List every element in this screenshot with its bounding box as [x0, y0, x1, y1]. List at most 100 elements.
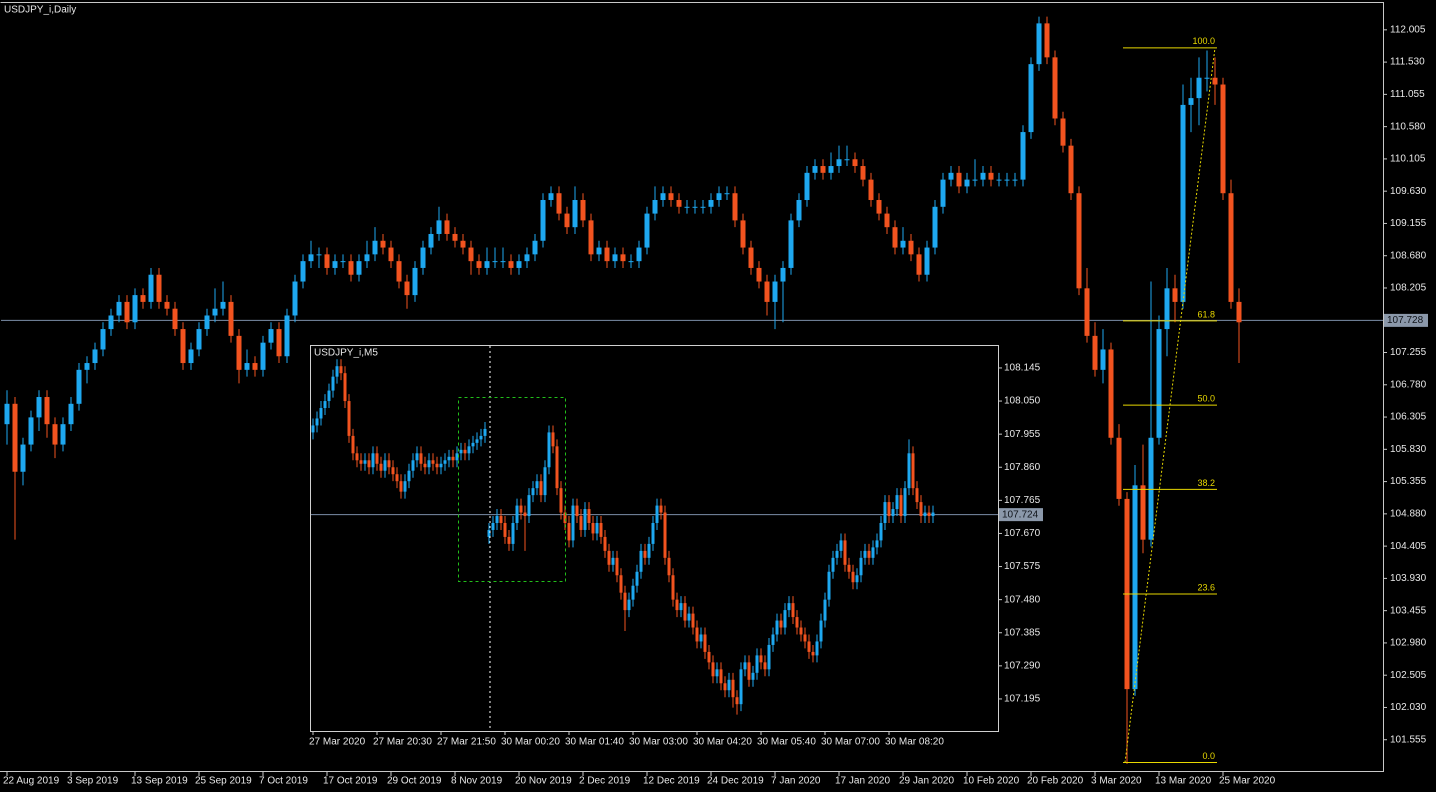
candle-body [755, 655, 759, 673]
candle-body [540, 200, 546, 241]
x-tick-label: 27 Mar 20:30 [373, 737, 432, 748]
candle-body [932, 206, 938, 248]
candle-body [543, 467, 547, 496]
candle-body [459, 449, 463, 454]
candle-body [523, 512, 527, 517]
candle-body [623, 592, 627, 611]
candle-body [604, 247, 610, 262]
candle-body [879, 522, 883, 541]
candle-body [367, 460, 371, 468]
x-tick-label: 3 Mar 2020 [1091, 776, 1142, 787]
candle-body [627, 599, 631, 611]
candle-body [427, 460, 431, 468]
candle-body [148, 274, 154, 302]
candle-body [772, 281, 778, 302]
candle-body [76, 369, 82, 404]
candle-body [1052, 57, 1058, 119]
fibonacci-trend [1124, 47, 1216, 763]
candle-body [643, 550, 647, 558]
candle-body [475, 439, 479, 443]
candle-body [687, 613, 691, 621]
candle-body [787, 603, 791, 611]
candle-body [876, 200, 882, 214]
candle-body [4, 403, 10, 425]
candle-body [739, 669, 743, 705]
candle-body [364, 254, 370, 262]
candle-body [615, 557, 619, 576]
candle-body [395, 474, 399, 482]
y-tick-label: 107.955 [1004, 429, 1041, 440]
candle-body [399, 481, 403, 492]
candle-body [268, 329, 274, 343]
candle-body [1156, 329, 1162, 438]
range-box [458, 397, 566, 582]
candle-body [196, 329, 202, 350]
candle-body [308, 254, 314, 262]
fibonacci-label: 0.0 [1202, 751, 1215, 761]
candle-body [795, 617, 799, 628]
y-tick-label: 104.880 [1390, 508, 1427, 519]
candle-body [815, 641, 819, 656]
candle-body [611, 557, 615, 565]
candle-body [892, 227, 898, 248]
candle-body [563, 512, 567, 523]
candle-body [899, 495, 903, 517]
candle-body [444, 220, 450, 234]
candle-body [1060, 118, 1066, 146]
candle-body [599, 522, 603, 537]
candle-body [652, 200, 658, 214]
candle-body [44, 397, 50, 425]
candle-body [567, 522, 571, 541]
candle-body [1140, 485, 1146, 540]
y-tick-label: 109.630 [1390, 186, 1427, 197]
candle-body [591, 522, 595, 534]
candle-body [708, 200, 714, 207]
candle-body [28, 417, 34, 445]
candle-body [575, 505, 579, 517]
candle-body [508, 261, 514, 268]
candle-body [516, 261, 522, 268]
candle-body [839, 540, 843, 551]
candle-body [719, 669, 723, 684]
candle-body [580, 200, 586, 221]
candle-body [852, 159, 858, 167]
candle-body [867, 550, 871, 558]
candle-body [663, 512, 667, 558]
y-tick-label: 108.205 [1390, 283, 1427, 294]
candle-body [476, 261, 482, 268]
fibonacci-label: 61.8 [1197, 309, 1215, 319]
candle-body [660, 193, 666, 201]
chart-title: USDJPY_i,Daily [4, 5, 76, 16]
candle-body [348, 261, 354, 275]
candle-body [479, 435, 483, 440]
candle-body [1084, 288, 1090, 336]
candle-body [668, 193, 674, 201]
y-tick-label: 107.575 [1004, 561, 1041, 572]
candle-body [428, 233, 434, 248]
candle-body [380, 240, 386, 248]
y-tick-label: 108.145 [1004, 363, 1041, 374]
candle-body [483, 428, 487, 436]
candle-body [871, 547, 875, 558]
candle-body [783, 610, 787, 628]
candle-body [551, 432, 555, 447]
candle-body [1092, 335, 1098, 370]
candle-body [1204, 77, 1210, 79]
candle-body [391, 467, 395, 475]
candle-body [343, 373, 347, 402]
candle-body [156, 274, 162, 302]
candle-body [692, 206, 698, 208]
y-tick-label: 104.405 [1390, 541, 1427, 552]
candle-body [423, 463, 427, 468]
candle-body [927, 512, 931, 517]
fibonacci-label: 50.0 [1197, 394, 1215, 404]
candle-body [775, 620, 779, 635]
candle-body [403, 481, 407, 492]
x-tick-label: 29 Jan 2020 [899, 776, 954, 787]
candle-body [596, 247, 602, 255]
candle-body [915, 488, 919, 503]
candle-body [36, 397, 42, 418]
candle-body [747, 662, 751, 680]
candle-body [619, 575, 623, 593]
